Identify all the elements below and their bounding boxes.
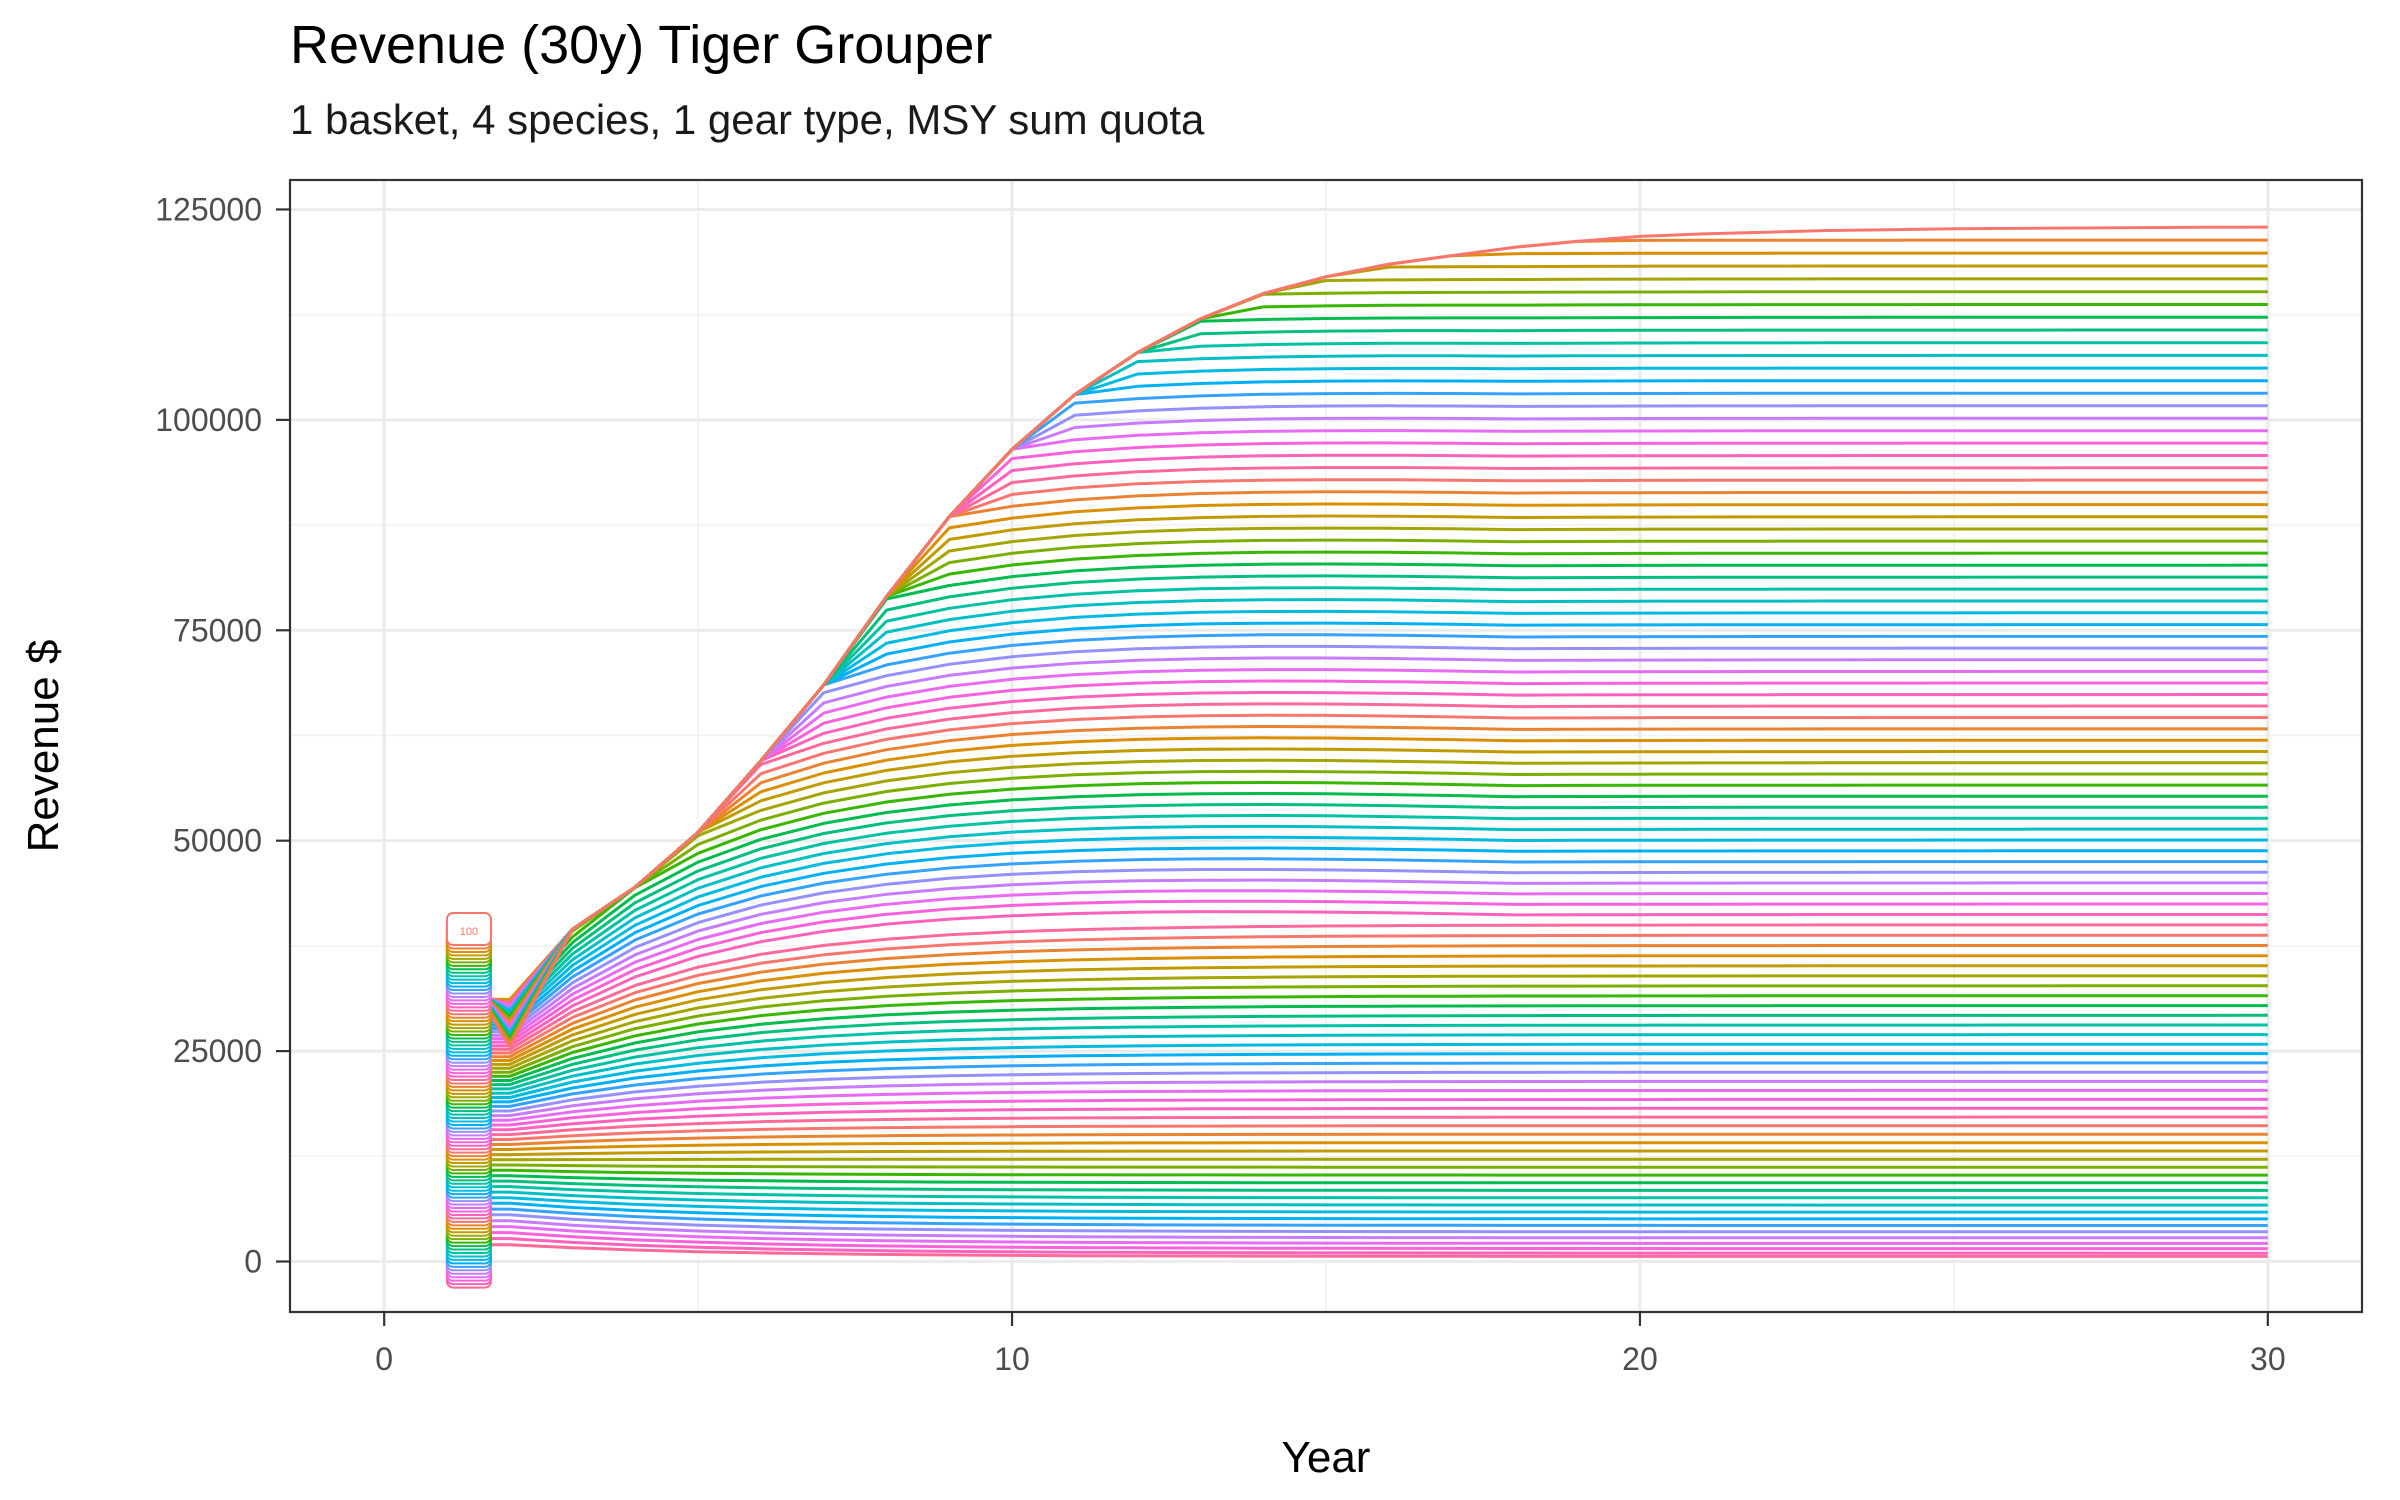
x-tick-label: 20 (1622, 1341, 1658, 1377)
series-line (447, 954, 2268, 1062)
series-line (447, 1033, 2268, 1095)
series-line (447, 1190, 2268, 1207)
series-line (446, 562, 2268, 1019)
series-line (446, 725, 2268, 1004)
series-layer (445, 225, 2268, 1258)
series-line (447, 1231, 2268, 1251)
series-line (447, 899, 2268, 1044)
series-line (447, 868, 2268, 1034)
series-line (447, 814, 2268, 1018)
series-line (447, 824, 2268, 1021)
chart-subtitle: 1 basket, 4 species, 1 gear type, MSY su… (290, 96, 1205, 143)
series-line (446, 736, 2268, 1002)
y-tick-label: 0 (244, 1244, 262, 1280)
series-line (447, 923, 2268, 1051)
series-line (447, 1124, 2268, 1141)
y-axis-title: Revenue $ (19, 640, 68, 853)
series-line (447, 1174, 2268, 1185)
series-line (446, 713, 2268, 1005)
series-line (447, 835, 2268, 1024)
series-line (447, 1237, 2268, 1255)
start-label-box (445, 912, 492, 947)
series-line (447, 1168, 2268, 1177)
series-line (447, 1179, 2268, 1192)
x-tick-label: 30 (2250, 1341, 2286, 1377)
series-line (447, 803, 2268, 1015)
y-tick-label: 50000 (173, 823, 262, 859)
chart-title: Revenue (30y) Tiger Grouper (290, 15, 993, 75)
x-tick-label: 10 (994, 1341, 1030, 1377)
series-line (447, 1070, 2268, 1113)
series-line (447, 1106, 2268, 1132)
series-line (447, 984, 2268, 1074)
series-line (445, 290, 2268, 1043)
series-line (447, 1163, 2268, 1169)
series-line (447, 1042, 2268, 1099)
series-line (447, 1157, 2268, 1162)
series-line (447, 910, 2268, 1048)
series-line (447, 964, 2268, 1066)
series-line (447, 1088, 2268, 1122)
series-line (447, 769, 2268, 1006)
series-line (447, 994, 2268, 1078)
x-tick-label: 0 (375, 1341, 393, 1377)
series-line (447, 1185, 2268, 1200)
series-line (447, 1115, 2268, 1137)
series-line (447, 781, 2268, 1009)
series-line (447, 857, 2268, 1030)
series-line (447, 1132, 2268, 1146)
series-line (447, 933, 2268, 1055)
series-line (447, 1023, 2268, 1091)
series-line (447, 1207, 2268, 1227)
series-line (447, 974, 2268, 1070)
series-line (447, 758, 2268, 1003)
series-line (447, 1201, 2268, 1221)
series-line (447, 1243, 2268, 1258)
series-line (447, 792, 2268, 1012)
start-markers: 100 (445, 912, 492, 1289)
y-tick-label: 100000 (155, 402, 262, 438)
series-line (445, 315, 2268, 1041)
series-line (447, 944, 2268, 1059)
start-label: 100 (460, 926, 478, 938)
series-line (447, 1097, 2268, 1127)
series-line (447, 1225, 2268, 1245)
series-line (445, 416, 2268, 1032)
series-line (447, 1013, 2268, 1087)
series-line (447, 1149, 2268, 1157)
series-line (446, 702, 2268, 1006)
y-tick-label: 75000 (173, 612, 262, 648)
x-axis-title: Year (1282, 1433, 1371, 1482)
series-line (447, 1219, 2268, 1240)
series-line (447, 1052, 2268, 1104)
series-line (447, 1004, 2268, 1082)
series-line (447, 1213, 2268, 1234)
panel-border (288, 178, 2364, 1314)
series-line (447, 1141, 2268, 1151)
series-line (447, 1196, 2268, 1214)
series-line (447, 846, 2268, 1027)
series-line (446, 747, 2268, 1001)
y-tick-label: 25000 (173, 1033, 262, 1069)
series-line (447, 1079, 2268, 1118)
series-line (447, 878, 2268, 1037)
series-line (447, 1061, 2268, 1108)
axes: 0 10 20 30 0 25000 50000 75000 100000 125000 (155, 191, 2285, 1377)
y-tick-label: 125000 (155, 191, 262, 227)
series-line (447, 889, 2268, 1041)
series-line (445, 225, 2268, 1049)
